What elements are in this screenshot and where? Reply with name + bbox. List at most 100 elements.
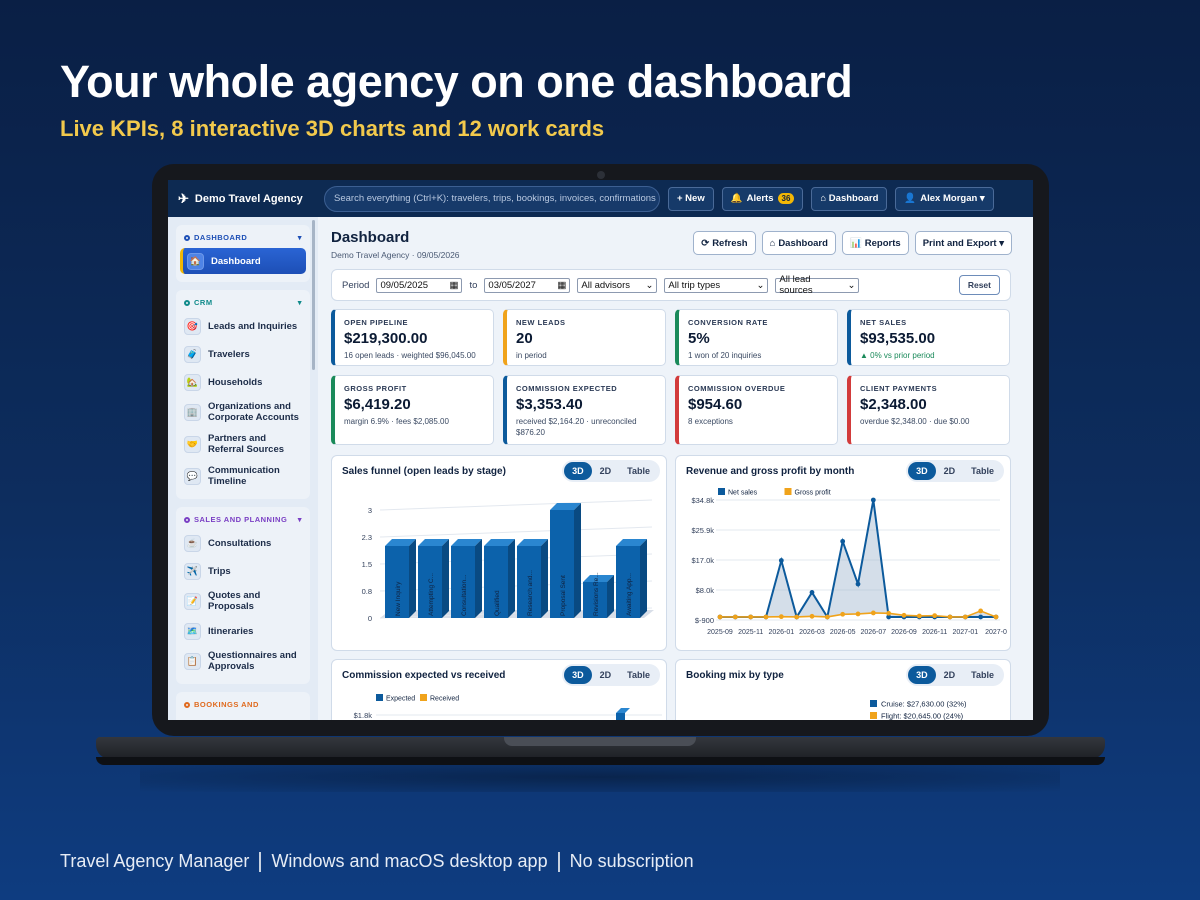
sidebar-item-label: Leads and Inquiries <box>208 320 298 332</box>
toggle-3d[interactable]: 3D <box>564 666 592 684</box>
action-refreshbutton[interactable]: ⟳ Refresh <box>693 231 756 255</box>
sidebar-item-organizations-and-corporate-accounts[interactable]: 🏢 Organizations and Corporate Accounts <box>180 397 306 427</box>
sidebar-item-quotes-and-proposals[interactable]: 📝 Quotes and Proposals <box>180 586 306 616</box>
data-point[interactable] <box>840 611 846 617</box>
home-icon: 🏠 <box>187 252 204 270</box>
global-search-input[interactable]: Search everything (Ctrl+K): travelers, t… <box>324 185 660 212</box>
toggle-2d[interactable]: 2D <box>599 466 612 476</box>
funnel-bar[interactable] <box>484 539 515 618</box>
toggle-3d[interactable]: 3D <box>908 462 936 480</box>
data-point[interactable] <box>947 614 953 620</box>
sidebar-section-header[interactable]: BOOKINGS AND <box>180 698 306 711</box>
data-point[interactable] <box>978 608 984 614</box>
brand[interactable]: ✈ Demo Travel Agency <box>178 191 316 207</box>
trip-types-select[interactable]: All trip types ⌄ <box>664 277 769 293</box>
period-from-input[interactable]: 09/05/2025 ▦ <box>376 277 463 293</box>
data-point[interactable] <box>962 614 968 620</box>
legend-label: Cruise: $27,630.00 (32%) <box>881 700 967 709</box>
toggle-2d[interactable]: 2D <box>599 670 612 680</box>
data-point[interactable] <box>886 610 892 616</box>
bar-side <box>574 503 581 618</box>
chevron-down-icon: ▾ <box>297 233 302 242</box>
sidebar-item-itineraries[interactable]: 🗺️ Itineraries <box>180 618 306 644</box>
period-to-input[interactable]: 03/05/2027 ▦ <box>484 277 571 293</box>
data-point[interactable] <box>794 614 800 620</box>
sidebar-item-leads-and-inquiries[interactable]: 🎯 Leads and Inquiries <box>180 313 306 339</box>
funnel-bar[interactable] <box>550 503 581 618</box>
kpi-note: 1 won of 20 inquiries <box>688 351 762 360</box>
alerts-button[interactable]: 🔔 Alerts 36 <box>721 186 804 211</box>
funnel-bar[interactable] <box>418 539 449 618</box>
funnel-bar[interactable] <box>517 539 548 618</box>
data-point[interactable] <box>932 613 938 619</box>
sidebar-item-households[interactable]: 🏡 Households <box>180 369 306 395</box>
y-tick-label: $34.8k <box>691 496 714 505</box>
kpi-note: overdue $2,348.00 · due $0.00 <box>860 417 970 426</box>
data-point[interactable] <box>870 497 876 503</box>
funnel-bar[interactable] <box>583 575 614 618</box>
commission-card: Commission expected vs received 3D 2D Tabl… <box>331 659 667 720</box>
legend-swatch <box>870 700 877 707</box>
y-tick-label: 1.5 <box>362 560 372 569</box>
bar-top <box>616 708 630 713</box>
sidebar-scrollbar[interactable] <box>312 220 315 370</box>
toggle-2d[interactable]: 2D <box>943 466 956 476</box>
data-point[interactable] <box>993 614 999 620</box>
data-point[interactable] <box>778 558 784 563</box>
alerts-count-badge: 36 <box>777 193 795 204</box>
data-point[interactable] <box>717 614 723 620</box>
data-point[interactable] <box>748 614 754 620</box>
lead-sources-select[interactable]: All lead sources ⌄ <box>775 274 860 296</box>
data-point[interactable] <box>870 610 876 616</box>
data-point[interactable] <box>855 581 861 587</box>
sidebar-section-header[interactable]: DASHBOARD ▾ <box>180 231 306 248</box>
action-dashboardbutton[interactable]: ⌂ Dashboard <box>761 231 836 255</box>
toggle-2d[interactable]: 2D <box>943 670 956 680</box>
action-reportsbutton[interactable]: 📊 Reports <box>841 231 909 255</box>
sidebar-item-dashboard[interactable]: 🏠 Dashboard <box>180 248 306 274</box>
toggle-table[interactable]: Table <box>971 466 994 476</box>
data-point[interactable] <box>809 613 815 619</box>
sidebar-item-travelers[interactable]: 🧳 Travelers <box>180 341 306 367</box>
data-point[interactable] <box>840 538 846 544</box>
data-point[interactable] <box>809 590 815 595</box>
calendar-icon: ▦ <box>449 279 459 291</box>
sidebar-item-partners-and-referral-sources[interactable]: 🤝 Partners and Referral Sources <box>180 429 306 459</box>
bar-front <box>616 546 640 618</box>
toggle-table[interactable]: Table <box>627 670 650 680</box>
data-point[interactable] <box>855 611 861 617</box>
data-point[interactable] <box>978 614 984 620</box>
sidebar-item-consultations[interactable]: ☕ Consultations <box>180 530 306 556</box>
data-point[interactable] <box>901 612 907 618</box>
data-point[interactable] <box>778 614 784 620</box>
data-point[interactable] <box>916 613 922 619</box>
advisors-select[interactable]: All advisors ⌄ <box>577 277 658 293</box>
sidebar-item-trips[interactable]: ✈️ Trips <box>180 558 306 584</box>
data-point[interactable] <box>886 614 892 620</box>
sidebar-item-communication-timeline[interactable]: 💬 Communication Timeline <box>180 461 306 491</box>
sidebar-section-header[interactable]: CRM ▾ <box>180 296 306 313</box>
sidebar-item-questionnaires-and-approvals[interactable]: 📋 Questionnaires and Approvals <box>180 646 306 676</box>
footer-item: No subscription <box>569 851 694 871</box>
action-print-and-export-button[interactable]: Print and Export ▾ <box>914 231 1012 255</box>
toggle-3d[interactable]: 3D <box>564 462 592 480</box>
reset-button[interactable]: Reset <box>958 275 1000 295</box>
toggle-table[interactable]: Table <box>627 466 650 476</box>
user-menu-button[interactable]: 👤 Alex Morgan ▾ <box>895 186 994 211</box>
sidebar-item-label: Quotes and Proposals <box>208 590 261 612</box>
sidebar-section-header[interactable]: SALES AND PLANNING ▾ <box>180 513 306 530</box>
new-button[interactable]: + New <box>668 186 714 211</box>
kpi-grid: OPEN PIPELINE $219,300.00 16 open leads · … <box>331 309 1011 445</box>
commission-bar[interactable] <box>616 713 625 720</box>
header-dashboard-button[interactable]: ⌂ Dashboard <box>811 186 888 211</box>
toggle-3d[interactable]: 3D <box>908 666 936 684</box>
data-point[interactable] <box>824 614 830 620</box>
funnel-bar[interactable] <box>616 539 647 618</box>
data-point[interactable] <box>763 614 769 620</box>
toggle-table[interactable]: Table <box>971 670 994 680</box>
funnel-bar[interactable] <box>385 539 416 618</box>
legend-label: Net sales <box>728 490 758 497</box>
funnel-bar[interactable] <box>451 539 482 618</box>
data-point[interactable] <box>732 614 738 620</box>
lead-sources-value: All lead sources <box>779 274 813 296</box>
